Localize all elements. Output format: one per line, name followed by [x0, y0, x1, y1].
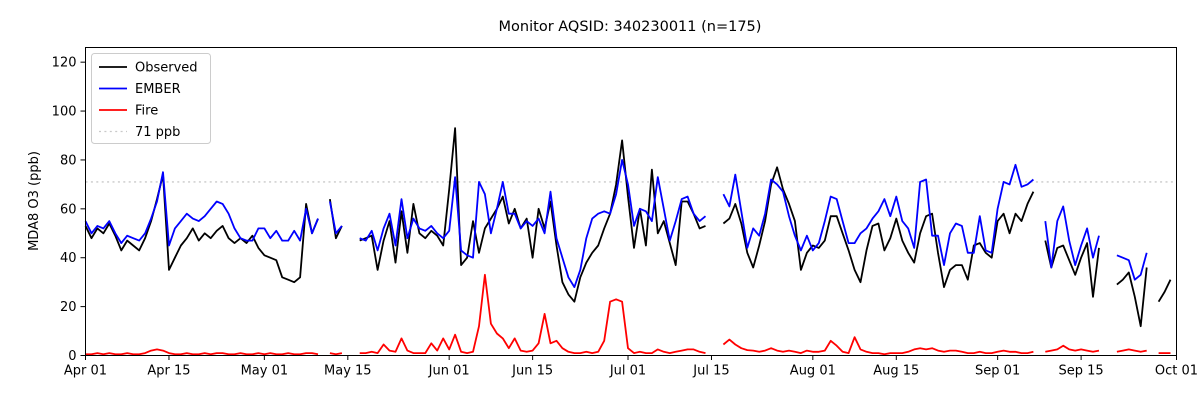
y-tick-label: 120	[52, 56, 77, 71]
series-ember-line	[329, 201, 343, 235]
legend-threshold-label: 71 ppb	[135, 125, 180, 140]
y-tick-label: 20	[60, 300, 77, 315]
x-tick-label: Jun 15	[511, 364, 553, 379]
series-ember-line	[1116, 252, 1148, 281]
legend: Observed EMBER Fire 71 ppb	[91, 53, 211, 144]
x-tick-label: Aug 15	[873, 364, 919, 379]
chart-title: Monitor AQSID: 340230011 (n=175)	[499, 19, 762, 35]
series-observed-line	[84, 173, 319, 284]
x-tick-label: Jul 01	[609, 364, 646, 379]
x-tick-label: May 01	[241, 364, 289, 379]
x-tick-label: Oct 01	[1155, 364, 1198, 379]
legend-observed-label: Observed	[135, 61, 198, 76]
y-axis-label: MDA8 O3 (ppb)	[27, 151, 42, 251]
x-tick-label: Jun 01	[428, 364, 470, 379]
y-tick-label: 40	[60, 251, 77, 266]
x-tick-label: Sep 01	[975, 364, 1020, 379]
x-tick-label: Apr 01	[64, 364, 107, 379]
plot-border	[85, 47, 1177, 356]
series-ember-line	[722, 163, 1034, 267]
y-tick-label: 80	[60, 153, 77, 168]
legend-fire-label: Fire	[135, 104, 158, 119]
x-tick-label: Aug 01	[790, 364, 836, 379]
legend-ember-label: EMBER	[135, 82, 181, 97]
legend-box	[91, 53, 211, 144]
series-fire-line	[722, 336, 1034, 356]
series-fire-line	[359, 273, 706, 355]
series-fire-line	[329, 352, 343, 356]
series-fire-line	[85, 348, 319, 356]
x-tick-label: May 15	[324, 364, 372, 379]
series-fire-line	[1116, 348, 1147, 353]
y-tick-label: 0	[68, 349, 76, 364]
x-tick-label: Sep 15	[1059, 364, 1104, 379]
series-observed-line	[722, 166, 1035, 289]
series-observed-line	[1116, 267, 1148, 328]
series-observed-line	[1044, 240, 1100, 298]
series-ember-line	[359, 158, 707, 289]
x-tick-label: Jul 15	[692, 364, 729, 379]
y-tick-label: 60	[60, 202, 77, 217]
series-ember-line	[84, 171, 319, 247]
series-ember-line	[1044, 205, 1100, 269]
x-tick-label: Apr 15	[147, 364, 190, 379]
series-observed-line	[1157, 279, 1172, 303]
y-tick-label: 100	[52, 105, 77, 120]
plot-area: Apr 01 Apr 15 May 01 May 15 Jun 01 Jun 15 Jul …	[52, 47, 1198, 379]
series-fire-line	[1045, 344, 1100, 353]
